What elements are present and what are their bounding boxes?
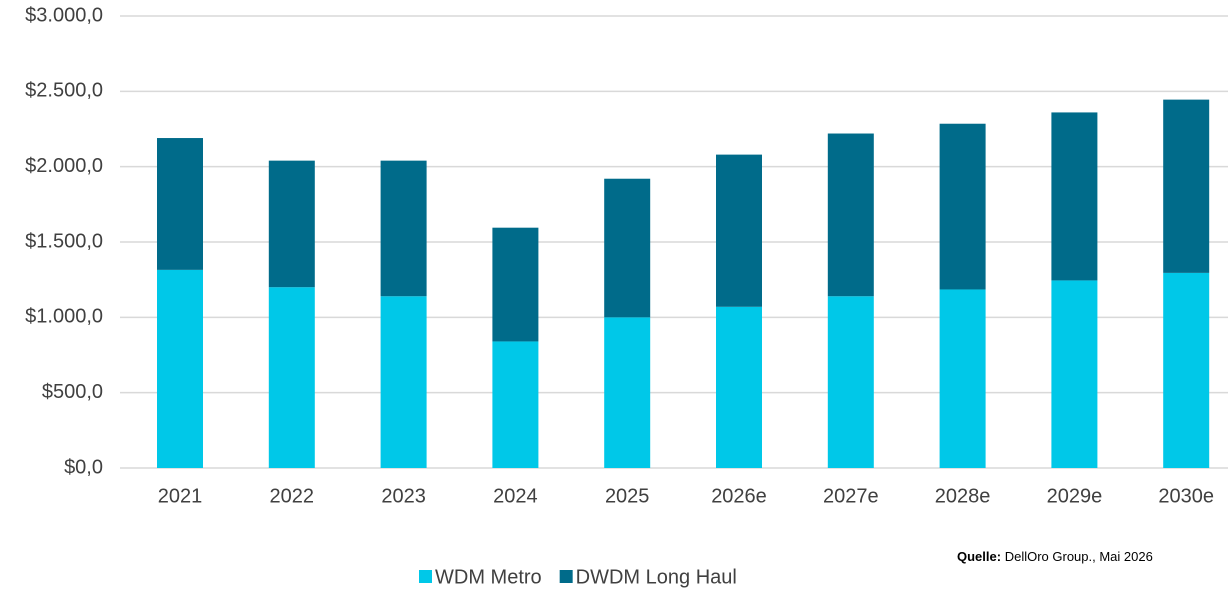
bar-segment (604, 178, 651, 318)
bar-segment (604, 317, 651, 468)
bar-segment (827, 133, 874, 297)
y-tick-label: $2.500,0 (25, 80, 103, 102)
bar-segment (380, 160, 427, 297)
x-tick-label: 2026e (711, 485, 767, 507)
source-label: Quelle: (957, 549, 1001, 564)
y-tick-label: $1.000,0 (25, 306, 103, 328)
bar-segment (716, 306, 762, 468)
x-tick-label: 2021 (158, 485, 203, 507)
bar-segment (157, 269, 203, 468)
bar-segment (492, 227, 539, 342)
legend-label: WDM Metro (435, 566, 542, 588)
bar-segment (492, 341, 539, 468)
bar-segment (939, 123, 986, 290)
x-tick-label: 2027e (823, 485, 879, 507)
x-tick-label: 2023 (381, 485, 426, 507)
x-tick-label: 2030e (1158, 485, 1214, 507)
x-tick-label: 2029e (1047, 485, 1103, 507)
bar-segment (268, 160, 315, 288)
bar-segment (1051, 112, 1098, 281)
bar-segment (1163, 99, 1210, 273)
x-tick-label: 2024 (493, 485, 538, 507)
legend-swatch (419, 570, 432, 583)
x-tick-label: 2025 (605, 485, 650, 507)
y-tick-label: $0,0 (64, 456, 103, 478)
x-tick-label: 2022 (270, 485, 315, 507)
source: Quelle: DellOro Group., Mai 2026 (957, 549, 1153, 564)
bar-segment (268, 287, 315, 468)
bar-segment (157, 138, 203, 270)
y-tick-label: $3.000,0 (25, 4, 103, 26)
x-tick-label: 2028e (935, 485, 991, 507)
legend-label: DWDM Long Haul (576, 566, 737, 588)
y-tick-label: $500,0 (42, 381, 103, 403)
bar-segment (716, 154, 762, 307)
bar-segment (1051, 280, 1098, 468)
bar-segment (827, 296, 874, 468)
y-tick-label: $1.500,0 (25, 230, 103, 252)
legend-swatch (559, 570, 573, 583)
y-tick-label: $2.000,0 (25, 155, 103, 177)
bar-segment (380, 296, 427, 468)
bar-segment (1163, 272, 1210, 468)
bar-segment (939, 289, 986, 468)
source-text: DellOro Group., Mai 2026 (1005, 549, 1153, 564)
